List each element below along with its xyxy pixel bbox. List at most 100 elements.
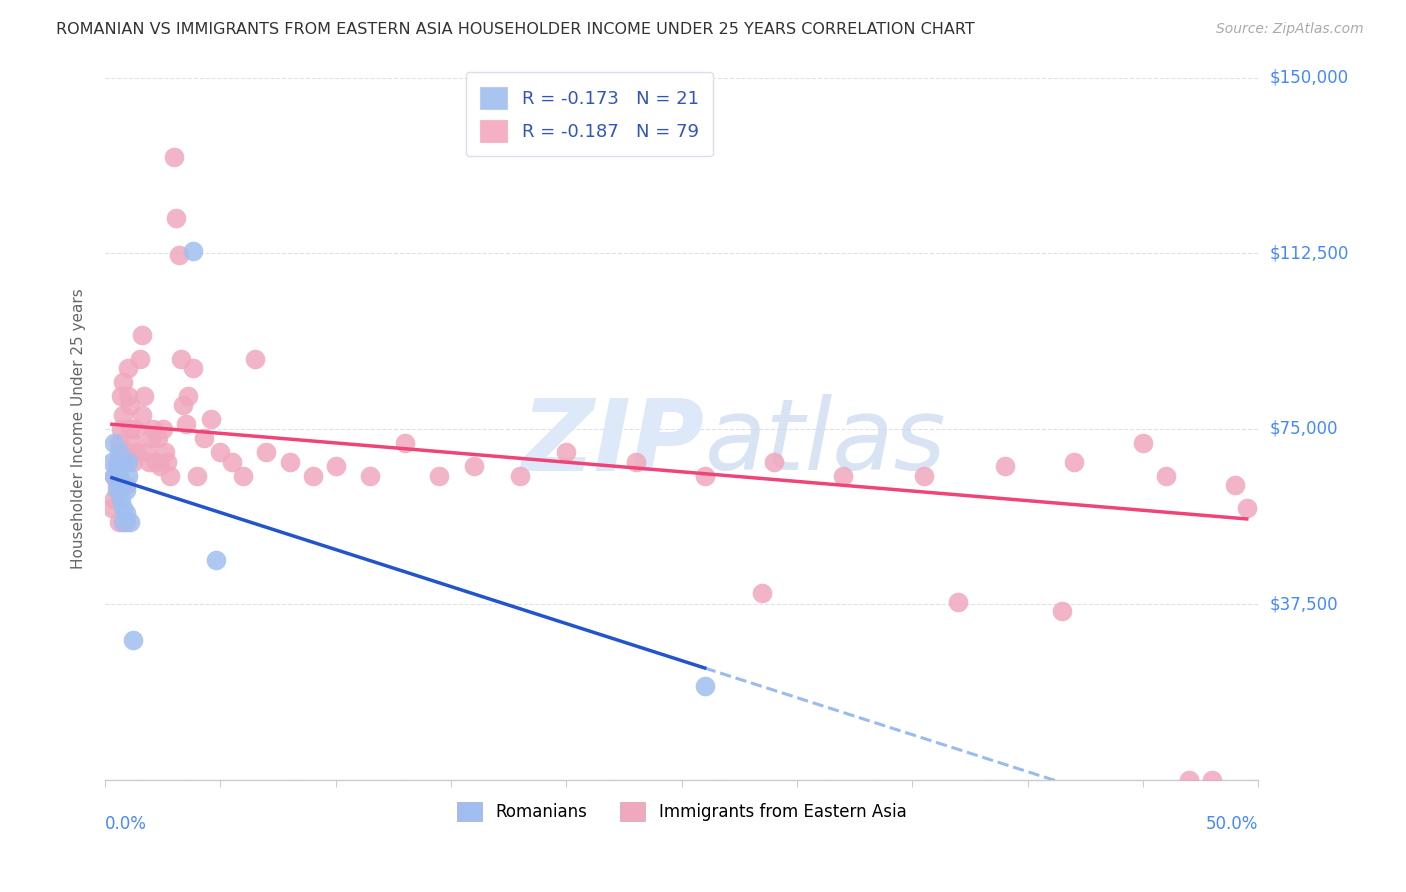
Point: [693, 468, 716, 483]
Point: [121, 454, 143, 468]
Point: [135, 445, 157, 459]
Text: 50.0%: 50.0%: [1206, 815, 1258, 833]
Point: [117, 454, 139, 468]
Point: [166, 211, 188, 225]
Point: [1052, 604, 1074, 618]
Point: [128, 351, 150, 366]
Point: [948, 595, 970, 609]
Point: [204, 553, 226, 567]
Point: [120, 516, 142, 530]
Point: [1178, 773, 1201, 788]
Point: [114, 506, 136, 520]
Point: [832, 468, 855, 483]
Text: $112,500: $112,500: [1270, 244, 1348, 262]
Point: [117, 389, 139, 403]
Point: [555, 445, 578, 459]
Y-axis label: Householder Income Under 25 years: Householder Income Under 25 years: [72, 288, 86, 569]
Point: [463, 459, 485, 474]
Point: [912, 468, 935, 483]
Point: [108, 468, 131, 483]
Point: [120, 398, 142, 412]
Point: [127, 445, 149, 459]
Point: [156, 454, 179, 468]
Point: [301, 468, 323, 483]
Point: [105, 483, 128, 497]
Point: [200, 412, 222, 426]
Point: [181, 244, 204, 258]
Point: [153, 445, 176, 459]
Point: [114, 478, 136, 492]
Point: [693, 679, 716, 693]
Point: [131, 408, 153, 422]
Point: [994, 459, 1017, 474]
Point: [193, 431, 215, 445]
Point: [429, 468, 451, 483]
Point: [325, 459, 347, 474]
Point: [121, 632, 143, 647]
Point: [105, 459, 128, 474]
Point: [509, 468, 531, 483]
Point: [105, 478, 128, 492]
Point: [186, 468, 208, 483]
Point: [278, 454, 301, 468]
Point: [146, 431, 169, 445]
Point: [114, 483, 136, 497]
Point: [103, 491, 125, 506]
Point: [172, 398, 194, 412]
Point: [108, 445, 131, 459]
Text: ROMANIAN VS IMMIGRANTS FROM EASTERN ASIA HOUSEHOLDER INCOME UNDER 25 YEARS CORRE: ROMANIAN VS IMMIGRANTS FROM EASTERN ASIA…: [56, 22, 974, 37]
Point: [101, 454, 124, 468]
Point: [121, 435, 143, 450]
Text: 0.0%: 0.0%: [105, 815, 146, 833]
Point: [114, 445, 136, 459]
Point: [1201, 773, 1223, 788]
Point: [256, 445, 278, 459]
Text: $37,500: $37,500: [1270, 596, 1339, 614]
Point: [110, 389, 132, 403]
Point: [762, 454, 785, 468]
Point: [1236, 501, 1258, 516]
Point: [105, 454, 128, 468]
Point: [117, 360, 139, 375]
Point: [110, 454, 132, 468]
Point: [1154, 468, 1177, 483]
Point: [243, 351, 266, 366]
Point: [139, 431, 162, 445]
Point: [149, 459, 172, 474]
Point: [1063, 454, 1085, 468]
Point: [138, 454, 160, 468]
Point: [134, 389, 156, 403]
Point: [394, 435, 416, 450]
Point: [359, 468, 381, 483]
Point: [1132, 435, 1154, 450]
Point: [232, 468, 254, 483]
Point: [131, 328, 153, 343]
Point: [101, 501, 124, 516]
Point: [624, 454, 647, 468]
Point: [110, 491, 132, 506]
Point: [159, 468, 181, 483]
Point: [117, 468, 139, 483]
Point: [209, 445, 232, 459]
Point: [120, 422, 142, 436]
Point: [152, 422, 174, 436]
Point: [221, 454, 243, 468]
Text: $150,000: $150,000: [1270, 69, 1348, 87]
Point: [112, 516, 135, 530]
Text: atlas: atlas: [704, 394, 946, 491]
Point: [103, 435, 125, 450]
Point: [112, 454, 135, 468]
Point: [751, 585, 773, 599]
Point: [103, 468, 125, 483]
Point: [170, 351, 193, 366]
Point: [181, 360, 204, 375]
Point: [163, 150, 186, 164]
Text: ZIP: ZIP: [522, 394, 704, 491]
Text: Source: ZipAtlas.com: Source: ZipAtlas.com: [1216, 22, 1364, 37]
Text: $75,000: $75,000: [1270, 420, 1339, 438]
Point: [112, 501, 135, 516]
Point: [124, 422, 146, 436]
Point: [167, 248, 190, 262]
Point: [145, 454, 167, 468]
Legend: Romanians, Immigrants from Eastern Asia: Romanians, Immigrants from Eastern Asia: [450, 796, 912, 828]
